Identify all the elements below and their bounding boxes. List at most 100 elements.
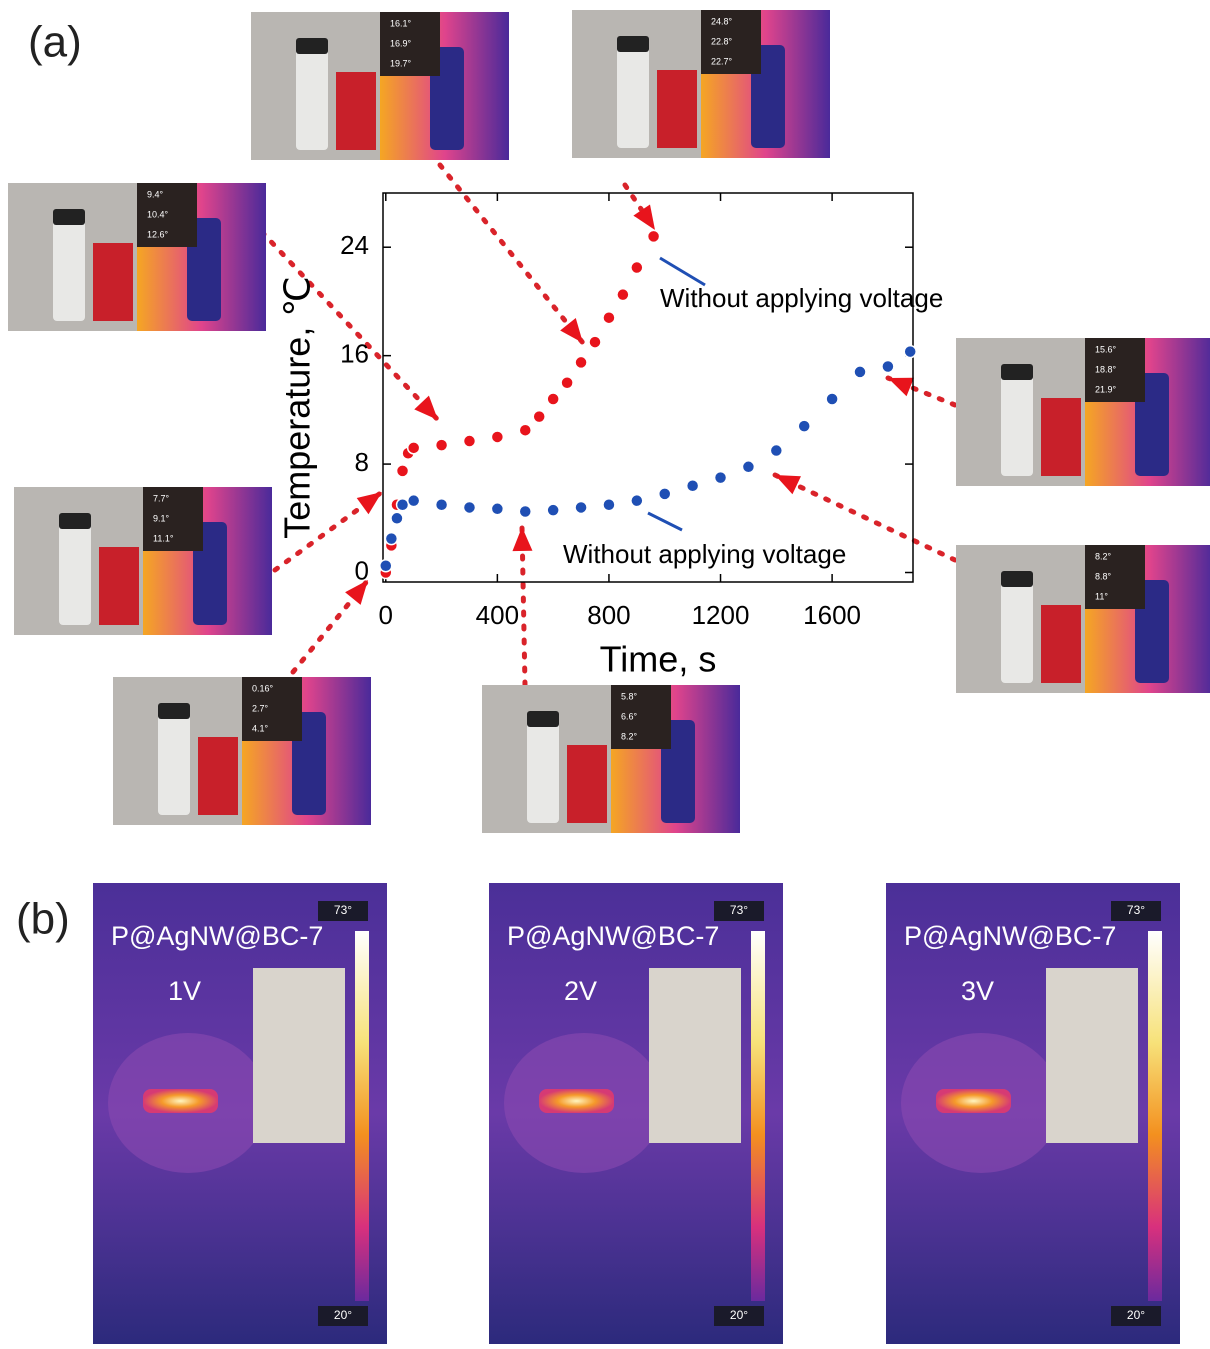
inset-photo: 0.16°2.7°4.1° xyxy=(113,677,371,825)
data-point xyxy=(533,411,545,423)
reading: 16.1° xyxy=(390,18,412,28)
cbar-max: 73° xyxy=(1127,903,1145,917)
sample-label: P@AgNW@BC-7 xyxy=(111,921,323,951)
vial xyxy=(158,707,190,815)
cbar-min: 20° xyxy=(334,1308,352,1322)
data-point xyxy=(659,488,671,500)
vial xyxy=(59,517,91,625)
data-point xyxy=(519,424,531,436)
thermal-panel: 73° 20° P@AgNW@BC-7 2V xyxy=(489,883,783,1344)
clip xyxy=(99,547,139,625)
cap xyxy=(158,703,190,719)
pointer-head xyxy=(633,204,655,230)
cap xyxy=(527,711,559,727)
reading: 5.8° xyxy=(621,691,638,701)
x-tick-label: 1200 xyxy=(692,600,750,630)
y-tick-label: 24 xyxy=(340,230,369,260)
data-point xyxy=(436,499,448,511)
vial xyxy=(296,42,328,150)
data-point xyxy=(547,504,559,516)
vial xyxy=(527,715,559,823)
data-point xyxy=(882,360,894,372)
data-point xyxy=(854,366,866,378)
pointer-head xyxy=(888,378,914,397)
y-axis-title: Temperature, ℃ xyxy=(277,276,318,539)
data-point xyxy=(826,393,838,405)
data-point xyxy=(575,356,587,368)
data-point xyxy=(798,420,810,432)
reading: 11.1° xyxy=(153,533,174,543)
data-point xyxy=(463,501,475,513)
data-point xyxy=(631,262,643,274)
y-tick-label: 16 xyxy=(340,339,369,369)
y-tick-label: 8 xyxy=(355,447,369,477)
data-point xyxy=(380,560,392,572)
colorbar xyxy=(1148,931,1162,1301)
data-point xyxy=(904,346,916,358)
data-point xyxy=(687,480,699,492)
reading: 6.6° xyxy=(621,711,638,721)
cap xyxy=(1001,364,1033,380)
clip xyxy=(93,243,133,321)
figure: (a) (b) 16.1°16.9°19.7°24.8°22.8°22.7°9.… xyxy=(0,0,1210,1344)
reading: 21.9° xyxy=(1095,384,1117,394)
pointer-head xyxy=(512,527,532,551)
reading: 4.1° xyxy=(252,723,269,733)
data-point xyxy=(561,377,573,389)
vial xyxy=(53,213,85,321)
data-point xyxy=(408,495,420,507)
panel-label: (a) xyxy=(28,18,82,67)
hot-spot xyxy=(539,1089,614,1113)
cbar-max: 73° xyxy=(730,903,748,917)
inset-photo xyxy=(649,968,741,1143)
data-point xyxy=(603,312,615,324)
hot-spot xyxy=(143,1089,218,1113)
data-point xyxy=(770,445,782,457)
reading: 8.2° xyxy=(1095,551,1112,561)
plot-frame xyxy=(383,193,913,582)
data-point xyxy=(519,506,531,518)
clip xyxy=(1041,605,1081,683)
sample-label: P@AgNW@BC-7 xyxy=(904,921,1116,951)
voltage-label: 2V xyxy=(564,976,597,1006)
inset-photo: 9.4°10.4°12.6° xyxy=(8,183,266,331)
data-point xyxy=(491,431,503,443)
inset-photo: 7.7°9.1°11.1° xyxy=(14,487,272,635)
data-point xyxy=(715,472,727,484)
cap xyxy=(296,38,328,54)
y-tick-label: 0 xyxy=(355,555,369,585)
reading: 22.8° xyxy=(711,36,733,46)
vial xyxy=(1001,575,1033,683)
reading: 10.4° xyxy=(147,209,169,219)
sample-label: P@AgNW@BC-7 xyxy=(507,921,719,951)
clip xyxy=(567,745,607,823)
reading: 22.7° xyxy=(711,56,733,66)
reading-box xyxy=(1085,545,1145,609)
reading: 24.8° xyxy=(711,16,733,26)
reading: 2.7° xyxy=(252,703,269,713)
reading: 8.2° xyxy=(621,731,638,741)
data-point xyxy=(547,393,559,405)
reading: 12.6° xyxy=(147,229,169,239)
thermal-panel: 73°20°P@AgNW@BC-71V xyxy=(93,883,387,1344)
data-point xyxy=(575,501,587,513)
reading-box xyxy=(611,685,671,749)
pointer-head xyxy=(775,475,801,494)
inset-photo xyxy=(1046,968,1138,1143)
clip xyxy=(336,72,376,150)
data-point xyxy=(617,289,629,301)
cap xyxy=(617,36,649,52)
annotation-arrow xyxy=(648,513,682,530)
reading: 8.8° xyxy=(1095,571,1112,581)
cap xyxy=(1001,571,1033,587)
series-label: Without applying voltage xyxy=(563,539,846,569)
panel-label: (b) xyxy=(16,895,70,944)
reading: 19.7° xyxy=(390,58,412,68)
inset-photo: 24.8° 22.8° 22.7° xyxy=(572,10,830,158)
cbar-min: 20° xyxy=(730,1308,748,1322)
series-label: Without applying voltage xyxy=(660,283,943,313)
data-point xyxy=(436,439,448,451)
data-point xyxy=(491,503,503,515)
reading: 18.8° xyxy=(1095,364,1117,374)
cap xyxy=(59,513,91,529)
